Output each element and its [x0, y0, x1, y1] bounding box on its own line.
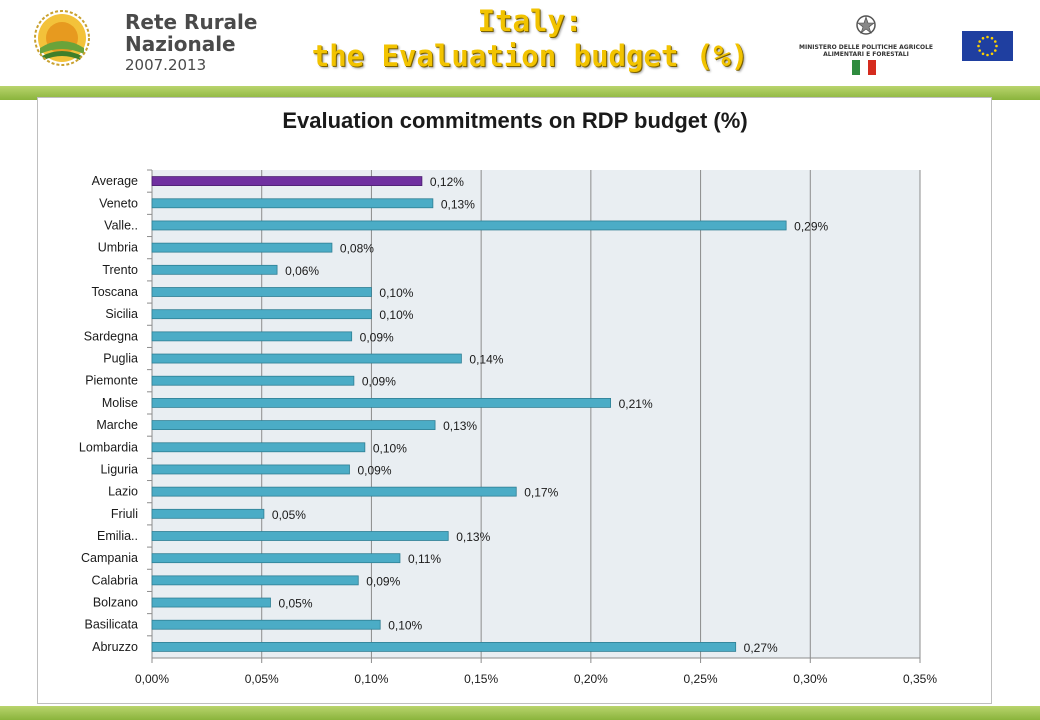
- data-label: 0,06%: [285, 264, 319, 278]
- bar: [151, 508, 265, 519]
- eu-flag-icon: [962, 31, 1013, 61]
- category-label: Basilicata: [85, 618, 139, 632]
- category-label: Average: [92, 174, 138, 188]
- data-label: 0,29%: [794, 219, 828, 233]
- bar: [151, 375, 355, 386]
- bar: [151, 619, 381, 630]
- republic-emblem-icon: [856, 15, 876, 35]
- category-label: Puglia: [103, 352, 138, 366]
- bar: [151, 353, 462, 364]
- data-label: 0,10%: [379, 286, 413, 300]
- data-label: 0,09%: [357, 463, 391, 477]
- bar: [151, 287, 372, 297]
- bar: [151, 553, 401, 564]
- category-label: Bolzano: [93, 596, 138, 610]
- bar: [151, 464, 350, 475]
- category-label: Marche: [96, 418, 138, 432]
- x-tick-label: 0,20%: [574, 672, 608, 686]
- logo-line-1: Rete Rurale: [125, 10, 258, 34]
- data-label: 0,09%: [360, 330, 394, 344]
- logo-line-3: 2007.2013: [125, 56, 207, 74]
- category-label: Friuli: [111, 507, 138, 521]
- category-label: Trento: [102, 263, 138, 277]
- data-label: 0,10%: [388, 619, 422, 633]
- bar: [151, 486, 517, 497]
- category-label: Campania: [81, 551, 138, 565]
- x-tick-label: 0,35%: [903, 672, 937, 686]
- category-label: Lazio: [108, 485, 138, 499]
- bar: [151, 309, 372, 320]
- data-label: 0,13%: [456, 530, 490, 544]
- logo-wordmark: Rete Rurale Nazionale 2007.2013: [125, 12, 257, 73]
- data-label: 0,12%: [430, 175, 464, 189]
- bar: [151, 264, 278, 275]
- x-tick-label: 0,05%: [245, 672, 279, 686]
- ministry-name: MINISTERO DELLE POLITICHE AGRICOLE ALIME…: [790, 44, 942, 58]
- data-label: 0,10%: [373, 441, 407, 455]
- data-label: 0,17%: [524, 486, 558, 500]
- data-label: 0,09%: [362, 375, 396, 389]
- category-label: Sardegna: [84, 329, 138, 343]
- category-label: Umbria: [98, 241, 138, 255]
- x-tick-label: 0,15%: [464, 672, 498, 686]
- category-label: Emilia..: [97, 529, 138, 543]
- ministry-logo: MINISTERO DELLE POLITICHE AGRICOLE ALIME…: [790, 14, 942, 58]
- category-label: Sicilia: [105, 307, 138, 321]
- data-label: 0,05%: [278, 597, 312, 611]
- rete-rurale-logo: Rete Rurale Nazionale 2007.2013: [30, 4, 260, 80]
- data-label: 0,05%: [272, 508, 306, 522]
- data-label: 0,09%: [366, 574, 400, 588]
- category-label: Piemonte: [85, 374, 138, 388]
- category-label: Abruzzo: [92, 640, 138, 654]
- category-label: Valle..: [104, 218, 138, 232]
- x-tick-label: 0,30%: [793, 672, 827, 686]
- bar: [151, 575, 359, 586]
- category-label: Toscana: [91, 285, 138, 299]
- category-label: Calabria: [91, 573, 138, 587]
- italian-flag-icon: [852, 60, 876, 75]
- x-tick-label: 0,00%: [135, 672, 169, 686]
- category-label: Lombardia: [79, 440, 138, 454]
- data-label: 0,13%: [441, 197, 475, 211]
- bar: [151, 442, 366, 453]
- category-label: Molise: [102, 396, 138, 410]
- bar: [151, 331, 353, 342]
- bar: [151, 220, 787, 231]
- ministry-name-line-1: MINISTERO DELLE POLITICHE AGRICOLE: [798, 44, 934, 51]
- category-label: Liguria: [100, 462, 138, 476]
- bar: [151, 398, 612, 408]
- category-label: Veneto: [99, 196, 138, 210]
- data-label: 0,14%: [469, 353, 503, 367]
- footer-divider: [0, 706, 1040, 720]
- x-tick-label: 0,25%: [684, 672, 718, 686]
- data-label: 0,21%: [619, 397, 653, 411]
- data-label: 0,08%: [340, 242, 374, 256]
- bar: [151, 242, 333, 253]
- bar: [151, 642, 737, 652]
- bar: [151, 597, 271, 608]
- bar: [151, 176, 423, 186]
- bar: [151, 198, 434, 209]
- ministry-name-line-2: ALIMENTARI E FORESTALI: [823, 51, 909, 58]
- data-label: 0,10%: [379, 308, 413, 322]
- rete-rurale-emblem-icon: [34, 10, 90, 66]
- header-bar: Rete Rurale Nazionale 2007.2013 Italy: t…: [0, 0, 1040, 86]
- logo-line-2: Nazionale: [125, 32, 236, 56]
- data-label: 0,13%: [443, 419, 477, 433]
- data-label: 0,27%: [744, 641, 778, 655]
- slide-title: Italy: the Evaluation budget (%): [270, 4, 790, 74]
- slide-title-line-1: Italy:: [477, 4, 583, 38]
- chart-title: Evaluation commitments on RDP budget (%): [282, 108, 748, 133]
- bar: [151, 420, 436, 430]
- header-divider: [0, 86, 1040, 100]
- bar: [151, 531, 449, 541]
- x-tick-label: 0,10%: [354, 672, 388, 686]
- slide-title-line-2: the Evaluation budget (%): [311, 39, 749, 73]
- data-label: 0,11%: [408, 552, 441, 566]
